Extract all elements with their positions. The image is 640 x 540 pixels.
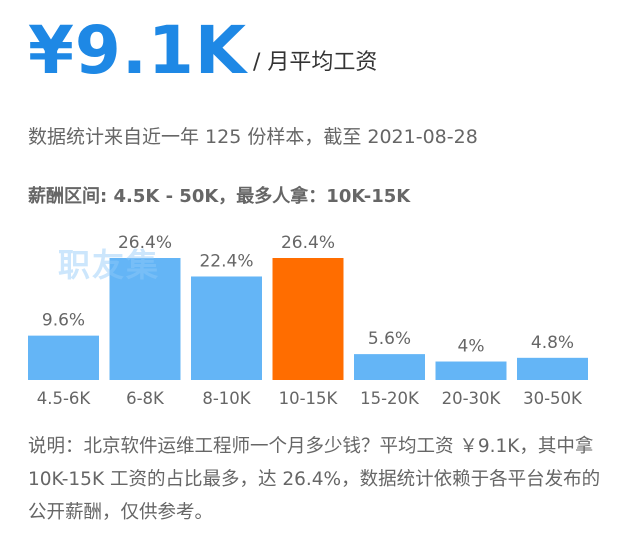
bar-value-label: 26.4%: [118, 233, 172, 253]
bar-value-label: 26.4%: [281, 233, 335, 253]
bar-8-10K: [191, 276, 262, 380]
bar-value-label: 4.8%: [531, 333, 574, 353]
sample-meta: 数据统计来自近一年 125 份样本，截至 2021-08-28: [28, 126, 478, 148]
salary-distribution-chart: 9.6% 4.5-6K 26.4% 6-8K 22.4% 8-10K 26.4% 10-15K…: [28, 233, 588, 408]
salary-hero: ¥9.1K / 月平均工资: [28, 18, 377, 84]
category-label: 6-8K: [126, 389, 165, 408]
salary-unit: / 月平均工资: [252, 50, 378, 75]
average-salary: ¥9.1K: [28, 12, 247, 89]
category-label: 15-20K: [360, 389, 420, 408]
watermark-logo: 职友集: [58, 246, 161, 284]
bar-value-label: 22.4%: [199, 251, 253, 271]
bar-20-30K: [435, 361, 507, 380]
bar-15-20K: [354, 354, 425, 380]
description-note: 说明：北京软件运维工程师一个月多少钱？平均工资 ￥9.1K，其中拿 10K-15…: [28, 436, 601, 523]
bar-6-8K: [109, 258, 181, 380]
category-label: 20-30K: [442, 389, 502, 408]
category-label: 4.5-6K: [37, 389, 92, 408]
bar-30-50K: [517, 357, 588, 380]
bar-10-15K: [272, 258, 344, 380]
bar-value-label: 4%: [458, 337, 485, 357]
category-label: 8-10K: [202, 389, 251, 408]
bar-value-label: 5.6%: [368, 329, 411, 349]
salary-range: 薪酬区间: 4.5K - 50K，最多人拿：10K-15K: [28, 186, 411, 207]
category-label: 10-15K: [279, 389, 339, 408]
bar-value-label: 9.6%: [42, 311, 85, 331]
bar-4.5-6K: [28, 335, 99, 380]
category-label: 30-50K: [523, 389, 583, 408]
